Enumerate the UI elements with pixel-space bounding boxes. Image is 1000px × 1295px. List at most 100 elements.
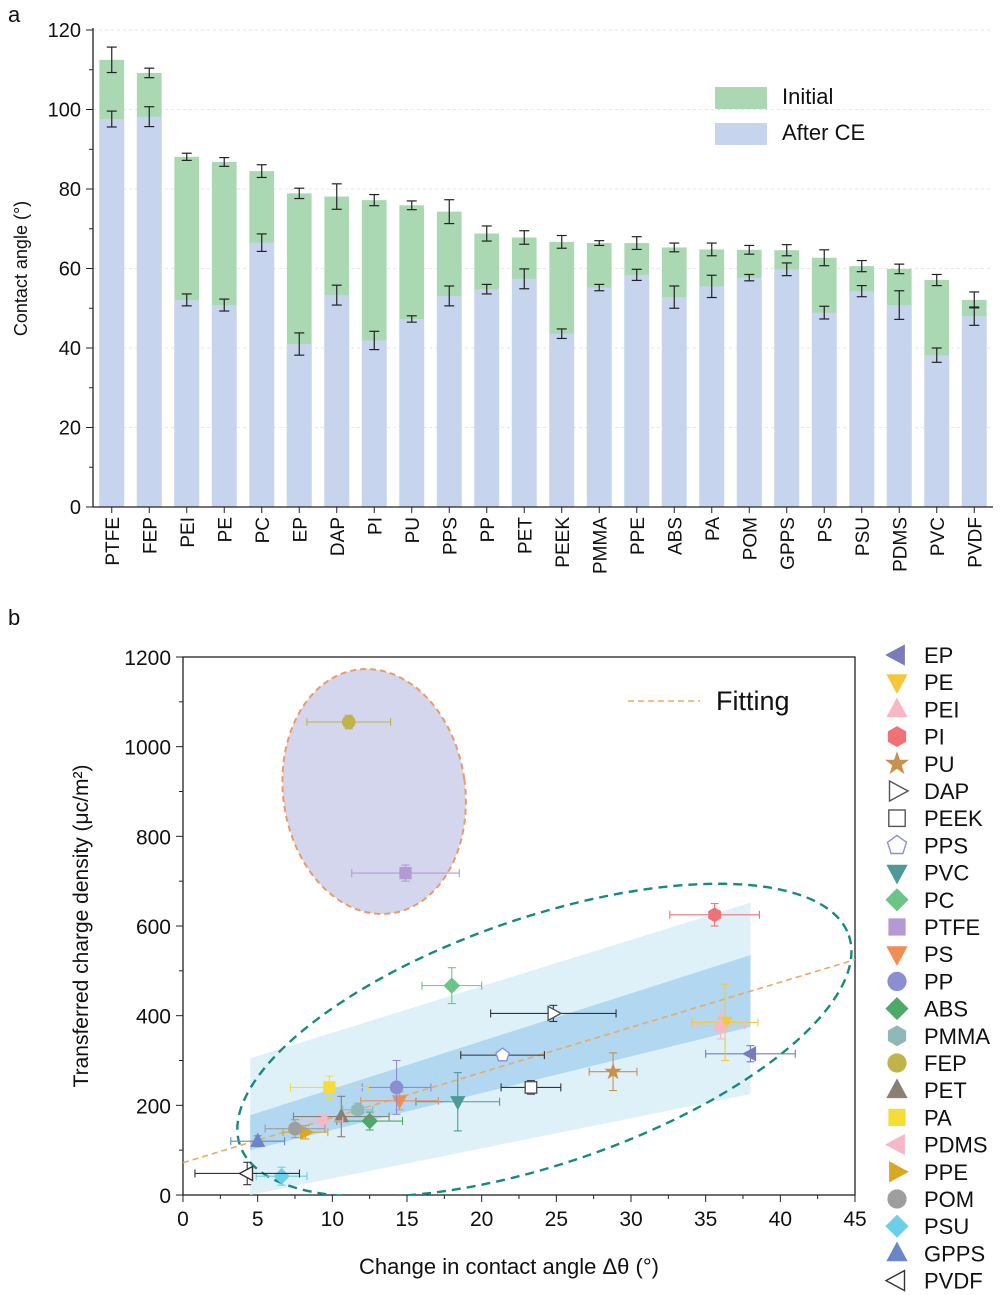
legend-item-ptfe: PTFE [888,915,980,940]
legend-item-dap: DAP [888,779,969,804]
legend-label: PPS [924,833,968,858]
legend-label: PI [924,725,945,750]
legend-item-pdms: PDMS [885,1133,988,1158]
data-point-pvc [415,1072,501,1132]
cluster-ellipse-orange [281,668,467,915]
bar-after-ce [361,340,387,507]
bar-after-ce [474,289,500,507]
marker-triangle-up [250,1132,266,1147]
x-tick-label-ep: EP [290,517,311,542]
y-axis-label-a: Contact angle (°) [11,201,31,336]
marker-diamond [443,977,461,994]
legend-item-pc: PC [885,888,955,913]
data-point-pmma [342,1102,374,1118]
marker-triangle-left [741,1046,757,1062]
x-tick-label: 0 [177,1208,189,1231]
y-axis-label-b: Transferred charge density (μc/m²) [70,765,93,1088]
bar-after-ce [324,295,350,507]
legend-label: FEP [924,1051,967,1076]
legend-item-pet: PET [886,1078,967,1103]
data-point-gpps [230,1132,286,1148]
bar-after-ce [736,277,762,507]
x-tick-label-ptfe: PTFE [103,517,124,566]
data-point-pps [460,1047,545,1062]
legend-label-initial: Initial [782,84,833,109]
x-tick-label: 35 [694,1208,717,1231]
data-point-pp [361,1059,432,1115]
marker-triangle-up [712,1016,729,1032]
legend-swatch-initial [715,87,767,109]
marker-triangle-left [884,1269,906,1292]
legend-label: PE [924,670,953,695]
x-tick-label-pet: PET [515,517,536,554]
data-point-dap [490,1004,617,1023]
marker-triangle-up [886,697,908,718]
marker-pentagon [886,834,908,855]
panel-b-letter: b [8,605,20,630]
y-tick-label: 40 [59,338,81,360]
legend-label: PPE [924,1160,968,1185]
marker-hexagon [708,907,722,923]
cluster-ellipse-teal [236,882,853,1195]
bar-after-ce [399,318,425,507]
marker-circle [341,715,356,729]
x-tick-label-pvc: PVC [928,517,949,556]
marker-star [604,1062,622,1080]
legend-label: PMMA [924,1024,990,1049]
legend-item-pmma: PMMA [887,1024,990,1049]
marker-pentagon [495,1047,511,1062]
x-tick-label: 20 [470,1208,493,1231]
data-point-pa [289,1075,369,1100]
x-tick-label-fep: FEP [140,517,161,554]
y-tick-label: 0 [159,1185,171,1208]
y-tick-label: 600 [136,916,171,939]
x-tick-label: 15 [395,1208,418,1231]
y-tick-label: 1000 [124,737,171,760]
bar-after-ce [549,333,575,507]
marker-hexagon [351,1102,365,1118]
bar-after-ce [849,291,875,507]
data-point-pom [264,1119,326,1139]
x-tick-label: 40 [769,1208,792,1231]
x-tick-label-pdms: PDMS [890,517,911,572]
legend-swatch-after-ce [715,123,767,145]
bar-after-ce [211,305,237,507]
marker-square [323,1081,336,1094]
legend-label: PA [924,1105,952,1130]
x-tick-label-abs: ABS [665,517,686,555]
legend-item-fep: FEP [887,1051,967,1076]
marker-triangle-right [888,779,910,803]
legend-item-pp: PP [887,969,953,994]
plot-area-b [183,668,855,1195]
legend-item-gpps: GPPS [886,1241,985,1266]
bar-after-ce [586,287,612,507]
x-tick-label: 25 [545,1208,568,1231]
data-point-pdms [300,1113,344,1129]
legend-label: POM [924,1187,974,1212]
bar-after-ce [286,344,312,507]
y-tick-label: 1200 [124,647,171,670]
marker-triangle-up [333,1107,349,1123]
marker-circle [288,1121,302,1136]
legend-item-pe: PE [886,670,953,695]
y-tick-label: 800 [136,826,171,849]
x-tick-label-pps: PPS [440,517,461,555]
x-tick-label-pmma: PMMA [590,517,611,574]
marker-circle [887,1053,907,1073]
bar-after-ce [886,305,912,507]
legend-item-peek: PEEK [888,806,983,831]
marker-triangle-left [238,1165,254,1182]
legend-item-pei: PEI [886,697,959,722]
marker-square [888,918,906,936]
x-tick-label-pei: PEI [178,517,199,548]
legend-label: PC [924,888,955,913]
bar-after-ce [436,295,462,507]
bar-after-ce [811,312,837,507]
marker-triangle-right [547,1005,563,1022]
scatter-chart-charge-density: 0 5 10 15 20 25 30 35 40 45 0 200 400 600 800 1000 1200 C… [70,643,990,1294]
x-tick-label: 5 [252,1208,264,1231]
y-tick-label: 100 [48,100,81,122]
marker-square [399,866,412,880]
legend-item-pi: PI [887,725,945,750]
